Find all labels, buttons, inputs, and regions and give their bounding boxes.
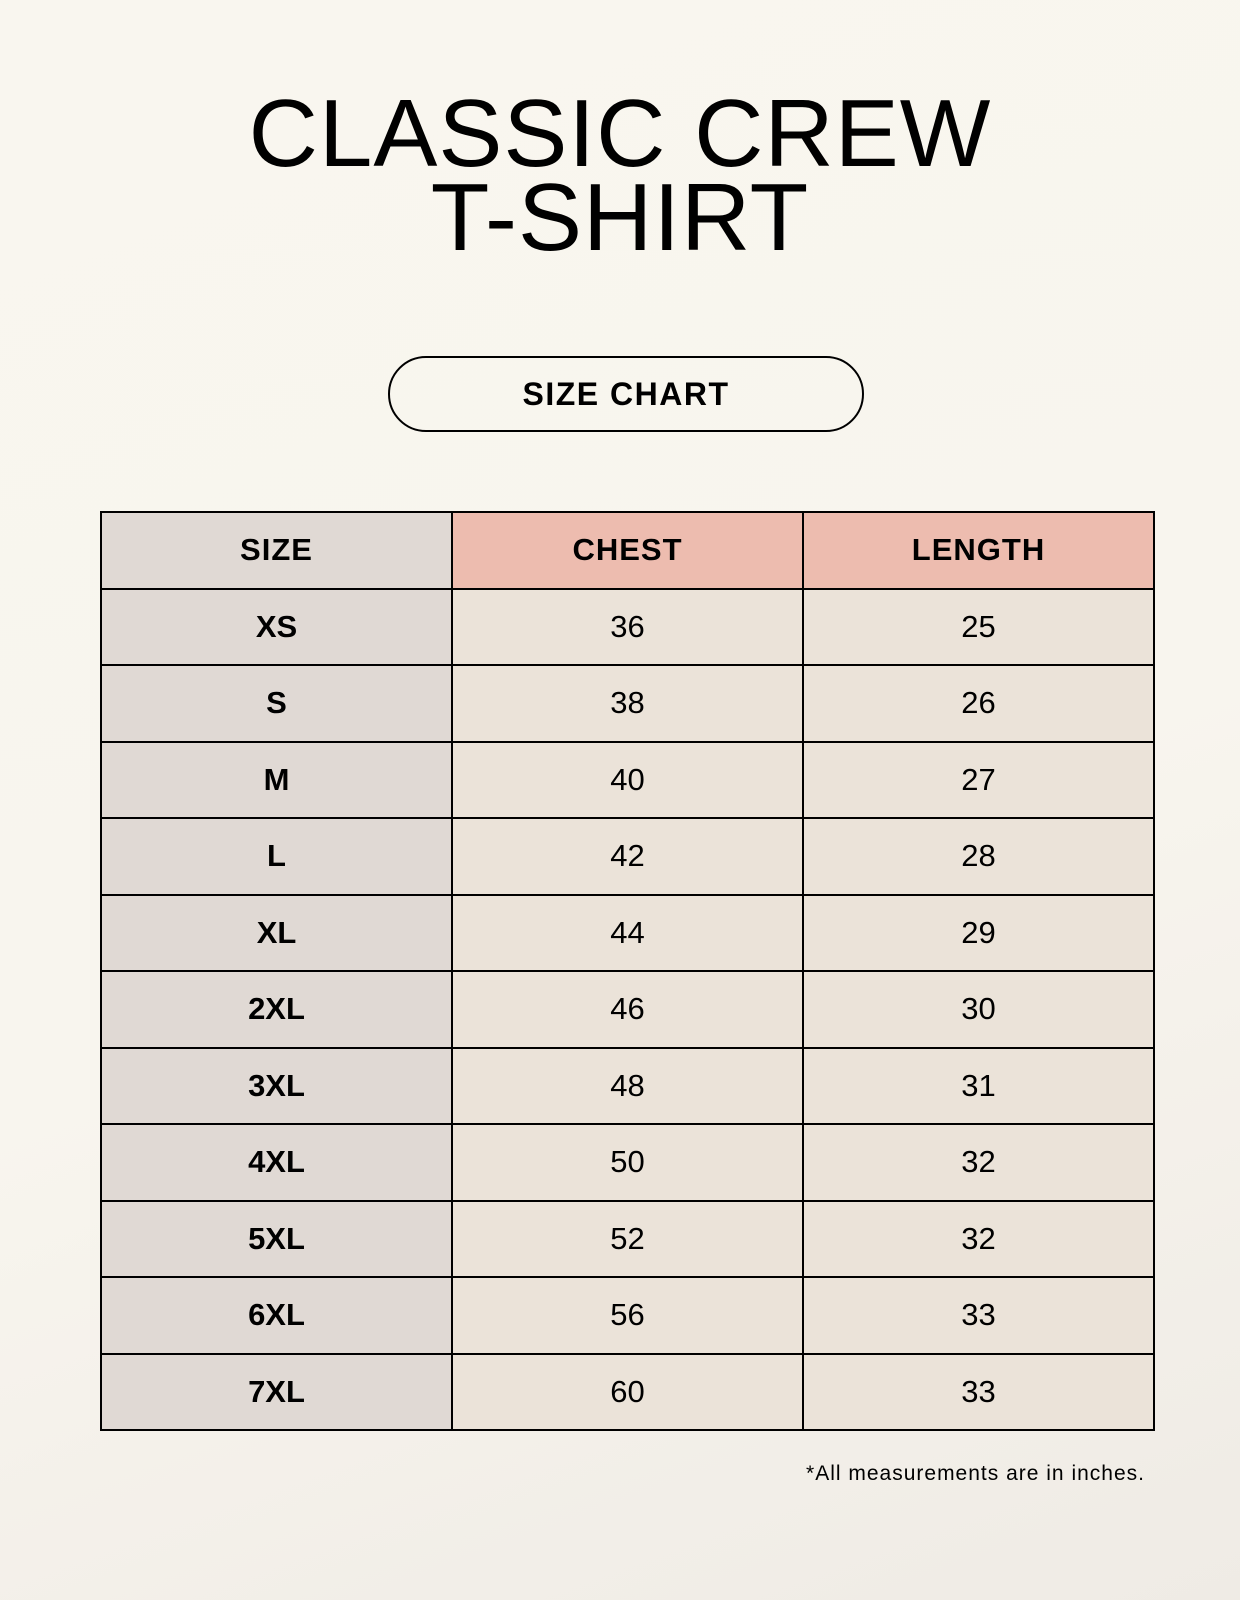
cell-size: L [100,817,453,896]
cell-chest: 38 [451,664,804,743]
cell-length: 28 [802,817,1155,896]
table-row: 4XL 50 32 [100,1123,1155,1202]
table-header-row: SIZE CHEST LENGTH [100,511,1155,590]
cell-length: 27 [802,740,1155,819]
cell-chest: 60 [451,1352,804,1431]
cell-size: S [100,664,453,743]
cell-size: 7XL [100,1352,453,1431]
cell-chest: 50 [451,1123,804,1202]
cell-chest: 48 [451,1046,804,1125]
cell-chest: 56 [451,1276,804,1355]
cell-length: 26 [802,664,1155,743]
cell-size: 2XL [100,970,453,1049]
cell-size: XS [100,587,453,666]
cell-chest: 44 [451,893,804,972]
table-row: 2XL 46 30 [100,970,1155,1049]
header-size: SIZE [100,511,453,590]
table-row: XL 44 29 [100,893,1155,972]
table-row: L 42 28 [100,817,1155,896]
cell-chest: 46 [451,970,804,1049]
table-row: 7XL 60 33 [100,1352,1155,1431]
cell-length: 31 [802,1046,1155,1125]
cell-length: 25 [802,587,1155,666]
page-title: CLASSIC CREW T-SHIRT [0,80,1240,271]
cell-length: 30 [802,970,1155,1049]
cell-length: 33 [802,1352,1155,1431]
footnote: *All measurements are in inches. [806,1462,1145,1485]
table-row: 3XL 48 31 [100,1046,1155,1125]
cell-size: 4XL [100,1123,453,1202]
title-line-2: T-SHIRT [430,164,810,271]
table-row: XS 36 25 [100,587,1155,666]
table-row: M 40 27 [100,740,1155,819]
cell-size: M [100,740,453,819]
cell-size: XL [100,893,453,972]
size-chart-badge: SIZE CHART [388,356,864,432]
table-row: S 38 26 [100,664,1155,743]
cell-size: 5XL [100,1199,453,1278]
cell-length: 29 [802,893,1155,972]
cell-chest: 42 [451,817,804,896]
table-row: 6XL 56 33 [100,1276,1155,1355]
cell-size: 6XL [100,1276,453,1355]
cell-chest: 40 [451,740,804,819]
cell-length: 32 [802,1123,1155,1202]
title-line-1: CLASSIC CREW [248,80,992,187]
cell-chest: 52 [451,1199,804,1278]
header-chest: CHEST [451,511,804,590]
cell-length: 33 [802,1276,1155,1355]
table-row: 5XL 52 32 [100,1199,1155,1278]
cell-chest: 36 [451,587,804,666]
cell-length: 32 [802,1199,1155,1278]
size-table: SIZE CHEST LENGTH XS 36 25 S 38 26 M 40 27 L 42 28 X… [100,511,1155,1431]
cell-size: 3XL [100,1046,453,1125]
header-length: LENGTH [802,511,1155,590]
